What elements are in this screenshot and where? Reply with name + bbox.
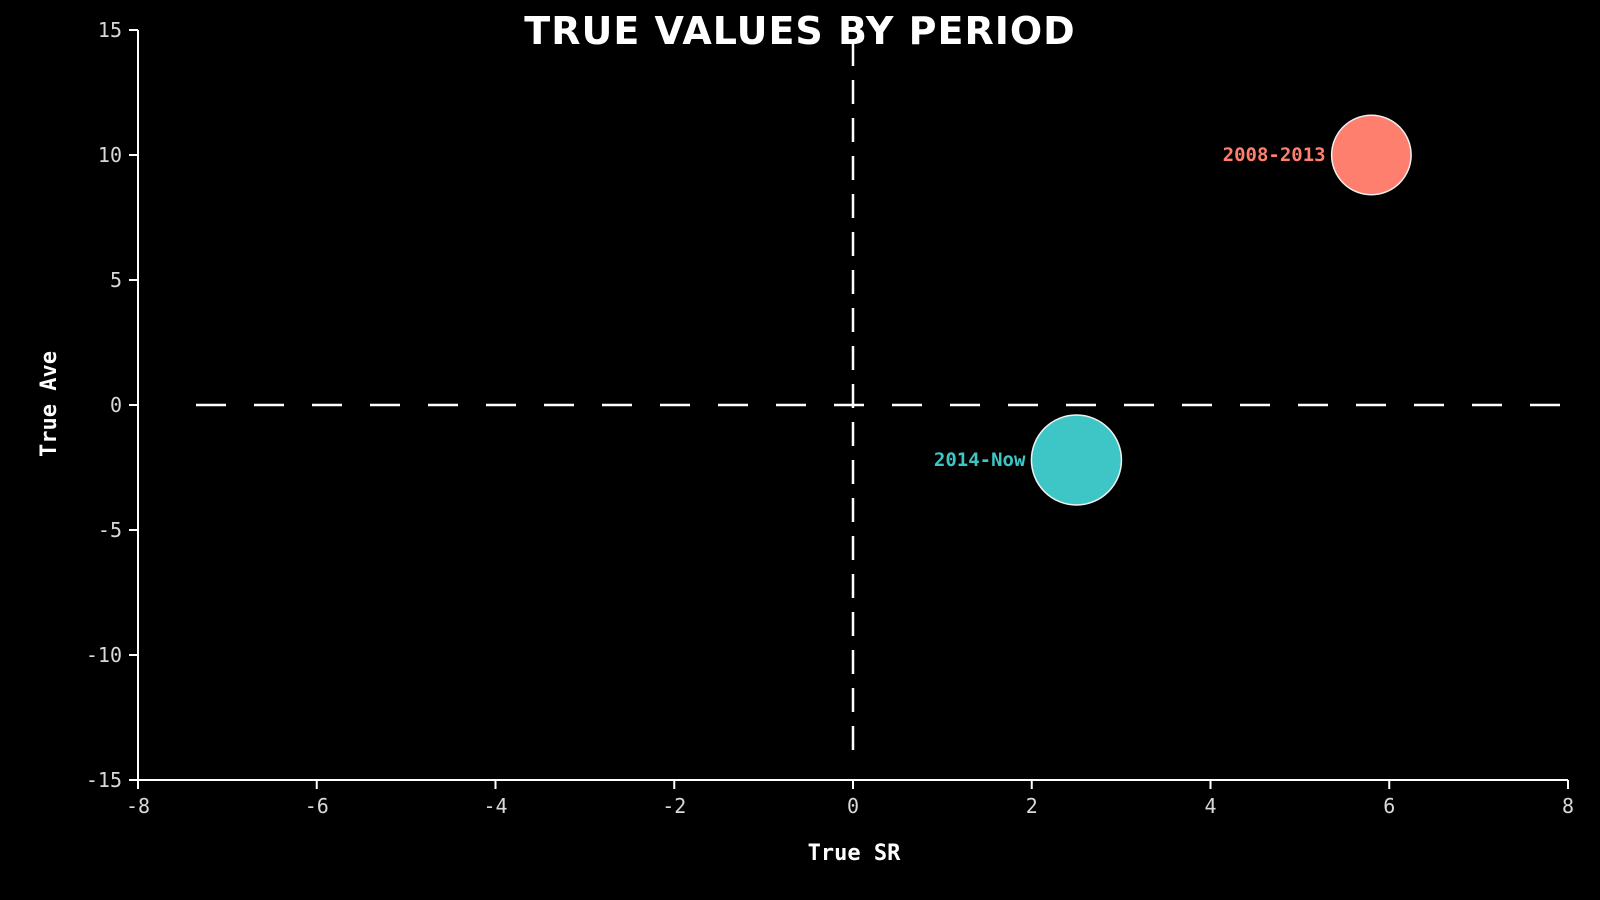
x-tick-label: 6 <box>1383 794 1395 818</box>
chart-title: TRUE VALUES BY PERIOD <box>524 9 1075 53</box>
data-point <box>1330 114 1412 196</box>
y-tick-label: 10 <box>98 143 122 167</box>
y-axis-ticks: 15 10 5 0 -5 -10 -15 <box>86 18 138 792</box>
x-tick-label: -2 <box>662 794 686 818</box>
y-tick-label: -15 <box>86 768 122 792</box>
x-tick-label: -6 <box>305 794 329 818</box>
data-point <box>1030 414 1123 506</box>
reference-lines <box>196 42 1560 760</box>
y-tick-label: 0 <box>110 393 122 417</box>
x-axis-ticks: -8 -6 -4 -2 0 2 4 6 8 <box>126 780 1574 818</box>
x-tick-label: -8 <box>126 794 150 818</box>
y-tick-label: -5 <box>98 518 122 542</box>
y-tick-label: -10 <box>86 643 122 667</box>
x-tick-label: 2 <box>1026 794 1038 818</box>
x-tick-label: -4 <box>483 794 507 818</box>
y-tick-label: 5 <box>110 268 122 292</box>
x-tick-label: 8 <box>1562 794 1574 818</box>
data-points: 2008-2013 2014-Now <box>934 114 1412 506</box>
data-point-label: 2008-2013 <box>1223 144 1326 166</box>
x-tick-label: 0 <box>847 794 859 818</box>
data-point-label: 2014-Now <box>934 449 1026 471</box>
x-tick-label: 4 <box>1204 794 1216 818</box>
y-tick-label: 15 <box>98 18 122 42</box>
y-axis-title: True Ave <box>37 351 62 457</box>
x-axis-title: True SR <box>808 841 901 866</box>
